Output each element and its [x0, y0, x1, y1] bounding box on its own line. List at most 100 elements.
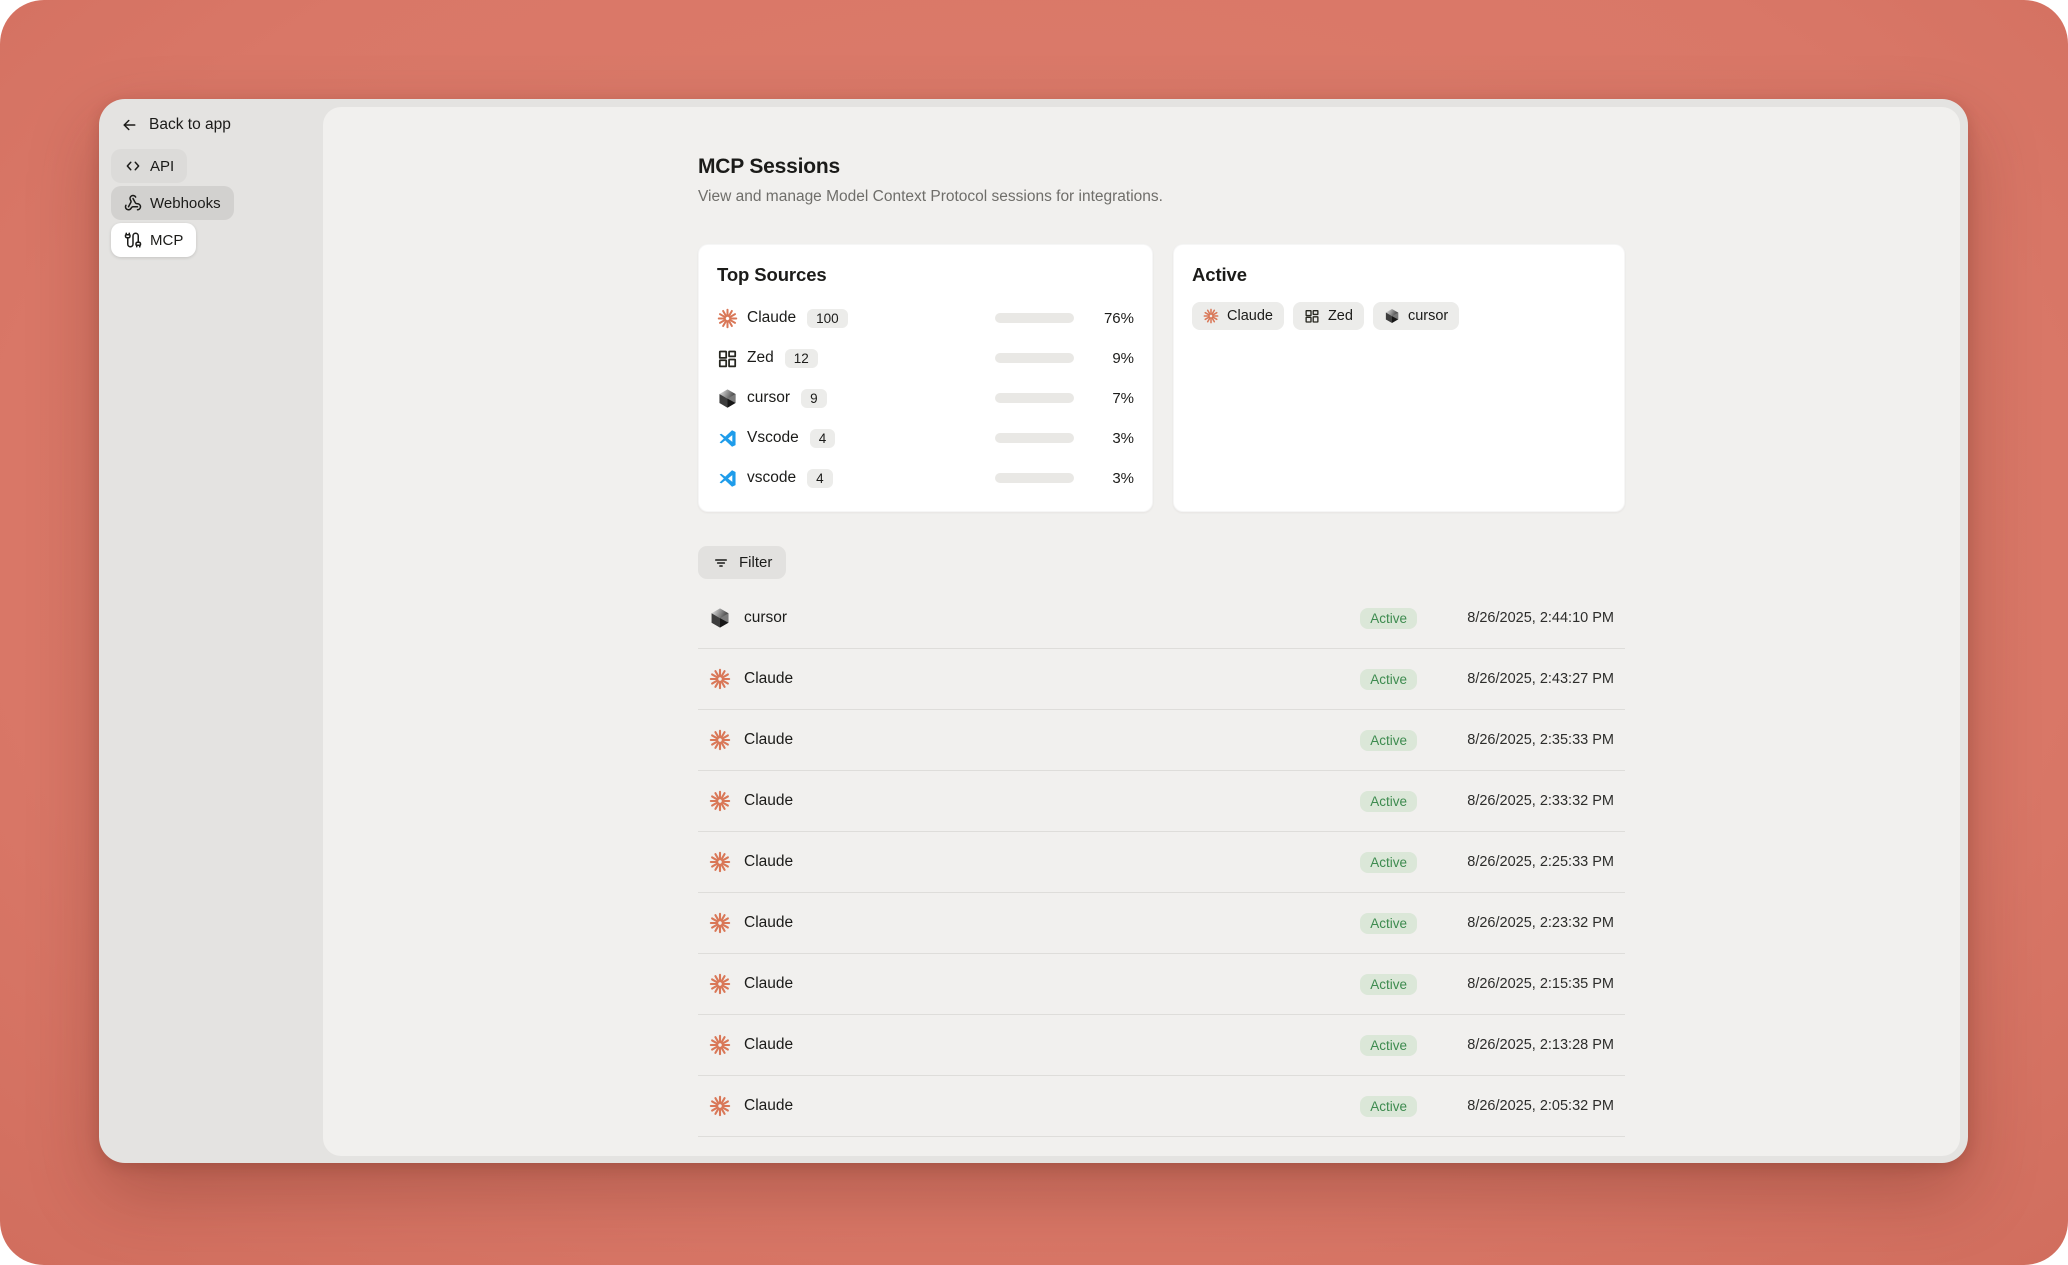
source-name: cursor: [747, 389, 791, 406]
source-row: Claude 100 76%: [717, 298, 1134, 338]
top-sources-title: Top Sources: [717, 264, 827, 285]
chip-label: Zed: [1327, 308, 1353, 324]
session-meta: Active 8/26/2025, 2:33:32 PM: [1360, 790, 1614, 812]
session-name: Claude: [744, 914, 794, 931]
source-percent: 7%: [1112, 389, 1134, 407]
session-timestamp: 8/26/2025, 2:43:27 PM: [1467, 671, 1614, 687]
source-name: vscode: [747, 469, 797, 486]
progress-track: [995, 473, 1074, 483]
filter-button[interactable]: Filter: [698, 546, 787, 579]
chip-app-icon: [1384, 308, 1400, 324]
chip-app-icon: [1203, 308, 1219, 324]
status-badge: Active: [1360, 973, 1417, 995]
session-app-icon: [709, 851, 731, 873]
filter-lines-icon: [712, 554, 730, 572]
session-app-icon: [709, 912, 731, 934]
session-meta: Active 8/26/2025, 2:44:10 PM: [1360, 607, 1614, 629]
source-count-badge: 4: [809, 428, 836, 448]
session-name: Claude: [744, 1097, 794, 1114]
sidebar-item-label: MCP: [150, 231, 184, 249]
session-row[interactable]: Claude Active 8/26/2025, 2:25:33 PM: [698, 832, 1625, 893]
source-bar-group: 9%: [995, 350, 1134, 367]
source-count-badge: 12: [784, 348, 818, 368]
status-badge: Active: [1360, 912, 1417, 934]
progress-track: [995, 313, 1074, 323]
session-row[interactable]: Claude Active 8/26/2025, 2:13:28 PM: [698, 1015, 1625, 1076]
session-row[interactable]: Claude Active 8/26/2025, 2:23:32 PM: [698, 893, 1625, 954]
session-list: cursor Active 8/26/2025, 2:44:10 PM Clau…: [698, 588, 1625, 1137]
active-card-title: Active: [1192, 264, 1247, 285]
progress-track: [995, 433, 1074, 443]
sidebar-item-api[interactable]: API: [111, 149, 188, 183]
session-row[interactable]: Claude Active 8/26/2025, 2:35:33 PM: [698, 710, 1625, 771]
chip-label: cursor: [1407, 308, 1449, 324]
source-percent: 3%: [1112, 469, 1134, 487]
source-bar-group: 7%: [995, 390, 1134, 407]
chip-label: Claude: [1227, 308, 1273, 324]
sidebar: Back to app API Webhooks MCP: [99, 99, 323, 1163]
chip-app-icon: [1304, 308, 1320, 324]
sidebar-nav: API Webhooks MCP: [111, 149, 323, 257]
session-timestamp: 8/26/2025, 2:25:33 PM: [1467, 854, 1614, 870]
source-count-badge: 4: [807, 468, 833, 488]
status-badge: Active: [1360, 851, 1417, 873]
source-row: vscode 4 3%: [717, 458, 1134, 498]
active-chips: Claude Zed cursor: [1192, 302, 1606, 330]
session-app-icon: [709, 790, 731, 812]
session-row[interactable]: Claude Active 8/26/2025, 2:15:35 PM: [698, 954, 1625, 1015]
session-timestamp: 8/26/2025, 2:23:32 PM: [1467, 915, 1614, 931]
source-row: cursor 9 7%: [717, 378, 1134, 418]
status-badge: Active: [1360, 668, 1417, 690]
webhook-icon: [124, 194, 142, 212]
sidebar-item-webhooks[interactable]: Webhooks: [111, 186, 234, 220]
session-app-icon: [709, 1034, 731, 1056]
session-meta: Active 8/26/2025, 2:43:27 PM: [1360, 668, 1614, 690]
status-badge: Active: [1360, 607, 1417, 629]
session-app-icon: [709, 973, 731, 995]
back-to-app-label: Back to app: [149, 116, 231, 133]
session-meta: Active 8/26/2025, 2:25:33 PM: [1360, 851, 1614, 873]
session-row[interactable]: Claude Active 8/26/2025, 2:33:32 PM: [698, 771, 1625, 832]
session-timestamp: 8/26/2025, 2:33:32 PM: [1467, 793, 1614, 809]
session-timestamp: 8/26/2025, 2:15:35 PM: [1467, 976, 1614, 992]
cable-icon: [124, 231, 142, 249]
progress-track: [995, 353, 1074, 363]
active-source-chip[interactable]: Claude: [1192, 302, 1284, 330]
top-sources-card: Top Sources Claude 100: [698, 244, 1153, 512]
session-app-icon: [709, 1095, 731, 1117]
session-name: cursor: [744, 609, 788, 626]
source-percent: 76%: [1103, 309, 1134, 327]
source-app-icon: [717, 388, 738, 409]
session-name: Claude: [744, 670, 794, 687]
source-app-icon: [717, 348, 738, 369]
source-app-icon: [717, 428, 738, 449]
session-name: Claude: [744, 975, 794, 992]
session-name: Claude: [744, 1036, 794, 1053]
source-app-icon: [717, 308, 738, 329]
session-meta: Active 8/26/2025, 2:13:28 PM: [1360, 1034, 1614, 1056]
sidebar-item-mcp[interactable]: MCP: [111, 223, 197, 257]
session-app-icon: [709, 729, 731, 751]
source-app-icon: [717, 468, 738, 489]
session-row[interactable]: Claude Active 8/26/2025, 2:05:32 PM: [698, 1076, 1625, 1137]
source-percent: 3%: [1112, 429, 1134, 447]
session-row[interactable]: Claude Active 8/26/2025, 2:43:27 PM: [698, 649, 1625, 710]
active-source-chip[interactable]: cursor: [1372, 302, 1460, 330]
active-source-chip[interactable]: Zed: [1292, 302, 1364, 330]
session-name: Claude: [744, 792, 794, 809]
session-row[interactable]: cursor Active 8/26/2025, 2:44:10 PM: [698, 588, 1625, 649]
filter-label: Filter: [739, 554, 773, 571]
main-panel: MCP Sessions View and manage Model Conte…: [323, 107, 1960, 1156]
arrow-left-icon: [120, 116, 139, 134]
sidebar-item-label: Webhooks: [150, 194, 221, 212]
session-meta: Active 8/26/2025, 2:35:33 PM: [1360, 729, 1614, 751]
session-name: Claude: [744, 853, 794, 870]
back-to-app-button[interactable]: Back to app: [120, 116, 323, 134]
status-badge: Active: [1360, 1034, 1417, 1056]
source-count-badge: 9: [801, 388, 827, 408]
source-percent: 9%: [1112, 349, 1134, 367]
settings-window: Back to app API Webhooks MCP M: [99, 99, 1968, 1163]
session-app-icon: [709, 668, 731, 690]
source-bar-group: 3%: [995, 470, 1134, 487]
